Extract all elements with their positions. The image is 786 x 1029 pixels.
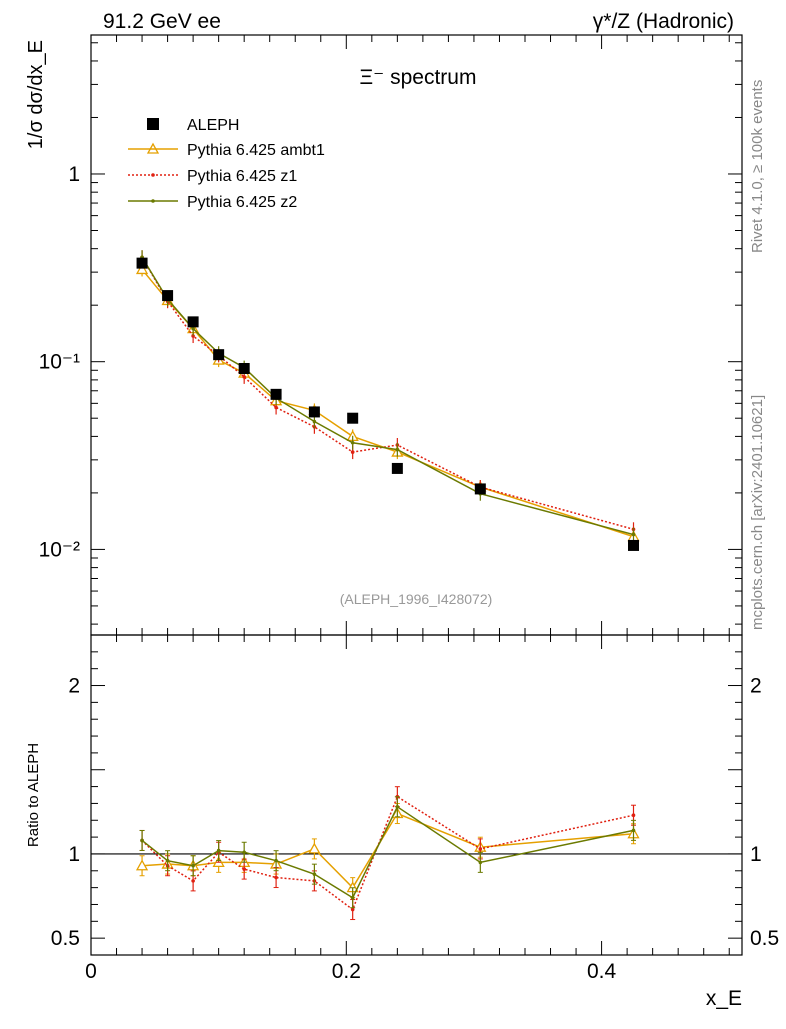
ratio-y-ticks bbox=[91, 634, 742, 956]
main-point-aleph bbox=[308, 406, 320, 418]
main-series-group bbox=[135, 250, 640, 551]
legend-marker-z2 bbox=[151, 199, 155, 203]
legend-marker-ambt1 bbox=[146, 142, 160, 154]
ratio-point bbox=[140, 838, 144, 843]
main-point-z1 bbox=[191, 334, 195, 338]
main-ytick-label-1: 1 bbox=[68, 163, 80, 186]
main-point-z2 bbox=[395, 447, 400, 452]
ratio-point bbox=[191, 863, 195, 868]
ratio-point bbox=[165, 858, 170, 863]
header-left: 91.2 GeV ee bbox=[103, 10, 221, 33]
main-point-z1 bbox=[274, 405, 278, 410]
legend-marker-aleph bbox=[147, 118, 159, 130]
ratio-point bbox=[478, 847, 483, 851]
legend: ALEPH Pythia 6.425 ambt1 Pythia 6.425 z1… bbox=[128, 117, 325, 211]
main-line-pythia-6.425-z2 bbox=[141, 256, 634, 536]
main-point-z2 bbox=[350, 440, 355, 445]
x-ticks bbox=[90, 35, 730, 955]
legend-label-aleph: ALEPH bbox=[187, 117, 239, 134]
legend-label-z1: Pythia 6.425 z1 bbox=[187, 168, 297, 185]
ratio-point bbox=[395, 804, 400, 809]
main-point-z2 bbox=[631, 532, 636, 537]
analysis-watermark: (ALEPH_1996_I428072) bbox=[340, 591, 493, 607]
xtick-label-0: 0 bbox=[85, 960, 97, 983]
ratio-ytick-label-1: 1 bbox=[68, 843, 80, 866]
ratio-point bbox=[631, 828, 636, 833]
ratio-y-axis-title: Ratio to ALEPH bbox=[25, 743, 42, 847]
main-y-ticks bbox=[91, 42, 742, 625]
legend-label-z2: Pythia 6.425 z2 bbox=[187, 194, 297, 211]
ratio-plot-frame bbox=[90, 634, 743, 956]
main-point-aleph bbox=[347, 412, 359, 424]
main-point-z1 bbox=[350, 450, 355, 454]
ratio-series-group bbox=[91, 786, 742, 921]
header-right: γ*/Z (Hadronic) bbox=[593, 10, 734, 33]
ratio-point-ambt1 bbox=[135, 859, 149, 871]
ratio-point bbox=[350, 895, 355, 900]
main-line-pythia-6.425-ambt1 bbox=[141, 268, 634, 538]
main-point-z2 bbox=[191, 326, 195, 331]
ratio-point bbox=[478, 860, 483, 865]
ratio-point bbox=[191, 879, 195, 883]
main-point-z1 bbox=[242, 375, 246, 379]
ratio-ytick-label-right-0p5: 0.5 bbox=[750, 927, 779, 950]
main-ytick-label-0p1: 10⁻¹ bbox=[39, 351, 80, 374]
mcplots-label: mcplots.cern.ch [arXiv:2401.10621] bbox=[749, 395, 766, 630]
main-point-aleph bbox=[162, 290, 174, 302]
main-point-aleph bbox=[213, 349, 225, 361]
xtick-label-0p2: 0.2 bbox=[332, 960, 361, 983]
plot-title: Ξ⁻ spectrum bbox=[360, 66, 477, 89]
main-point-aleph bbox=[238, 362, 250, 374]
ratio-point bbox=[350, 907, 355, 912]
ratio-point bbox=[312, 872, 317, 876]
main-point-ambt1 bbox=[135, 263, 149, 275]
main-ytick-label-0p01: 10⁻² bbox=[39, 538, 80, 561]
legend-marker-z1 bbox=[151, 173, 155, 177]
ratio-ytick-label-right-2: 2 bbox=[750, 675, 762, 698]
ratio-point bbox=[242, 867, 246, 871]
ratio-point-ambt1 bbox=[308, 842, 321, 854]
main-point-z2 bbox=[312, 419, 317, 424]
ratio-ytick-label-2: 2 bbox=[68, 675, 80, 698]
main-point-aleph bbox=[270, 388, 282, 400]
ratio-point bbox=[274, 875, 278, 880]
main-point-aleph bbox=[474, 483, 486, 495]
ratio-ytick-label-0p5: 0.5 bbox=[51, 927, 80, 950]
main-y-axis-title: 1/σ dσ/dx_E bbox=[25, 40, 47, 149]
legend-label-ambt1: Pythia 6.425 ambt1 bbox=[187, 142, 325, 159]
main-line-pythia-6.425-z1 bbox=[141, 256, 634, 531]
main-point-aleph bbox=[628, 539, 639, 551]
ratio-point bbox=[274, 858, 278, 863]
main-point-aleph bbox=[391, 462, 403, 474]
ratio-point bbox=[216, 848, 221, 853]
ratio-point bbox=[242, 850, 246, 855]
xtick-label-0p4: 0.4 bbox=[587, 960, 617, 983]
main-point-aleph bbox=[136, 257, 148, 269]
rivet-label: Rivet 4.1.0, ≥ 100k events bbox=[749, 80, 766, 253]
ratio-ytick-label-right-1: 1 bbox=[750, 843, 762, 866]
x-axis-title: x_E bbox=[706, 987, 742, 1010]
ratio-point bbox=[631, 813, 636, 818]
main-point-aleph bbox=[187, 316, 199, 328]
